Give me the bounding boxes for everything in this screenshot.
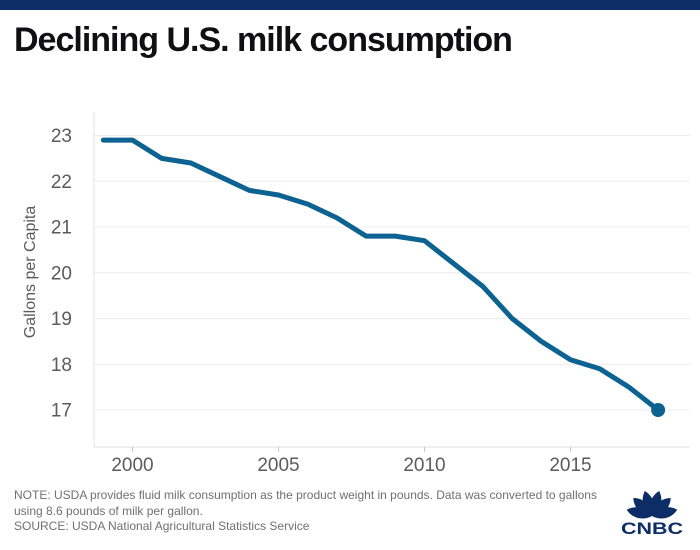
top-accent-bar [0,0,700,10]
source-line: SOURCE: USDA National Agricultural Stati… [14,519,310,533]
y-tick-label: 17 [51,401,72,422]
y-tick-label: 23 [51,126,72,147]
cnbc-wordmark: CNBC [621,519,683,537]
footer-note: NOTE: USDA provides fluid milk consumpti… [14,488,626,535]
y-tick-label: 22 [51,172,72,193]
x-tick-label: 2005 [257,455,299,476]
x-tick-label: 2010 [403,455,445,476]
y-tick-label: 21 [51,218,72,239]
note-line-1: NOTE: USDA provides fluid milk consumpti… [14,488,597,502]
y-axis-title: Gallons per Capita [22,206,39,339]
y-tick-label: 19 [51,309,72,330]
peacock-icon [626,491,678,519]
note-line-2: using 8.6 pounds of milk per gallon. [14,503,203,518]
x-tick-label: 2000 [111,455,153,476]
cnbc-logo: CNBC [621,491,683,537]
y-tick-label: 20 [51,263,72,284]
data-line [100,137,661,413]
y-tick-label: 18 [51,355,72,376]
page-title: Declining U.S. milk consumption [14,21,513,59]
x-tick-label: 2015 [549,455,591,476]
end-point-dot [651,403,666,417]
